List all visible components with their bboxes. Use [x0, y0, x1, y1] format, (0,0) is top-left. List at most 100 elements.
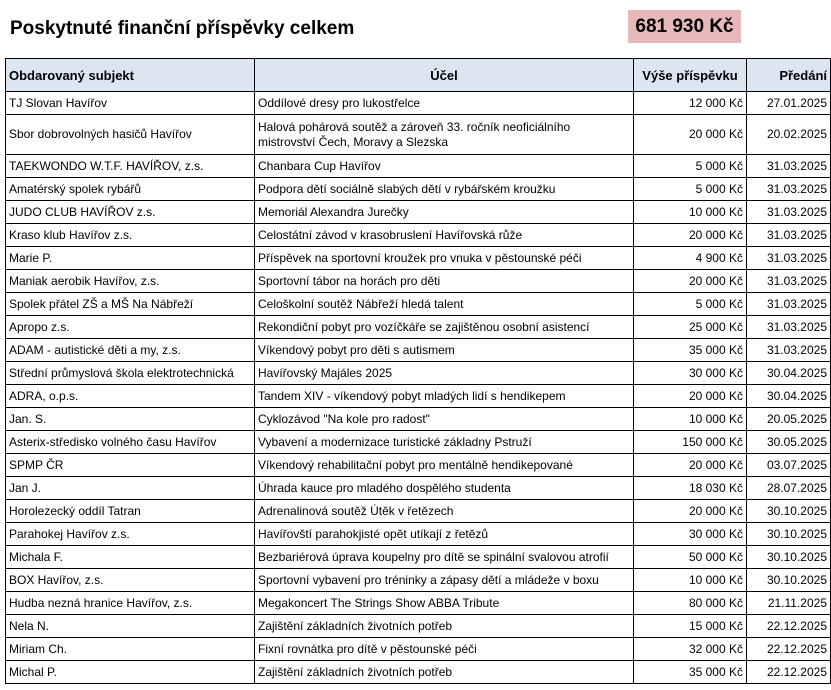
- header-recipient: Obdarovaný subjekt: [5, 58, 255, 92]
- recipient-cell: ADAM - autistické děti a my, z.s.: [5, 338, 255, 362]
- table-row: Amatérský spolek rybářů Podpora dětí soci…: [5, 177, 831, 201]
- date-cell: 20.05.2025: [746, 407, 831, 431]
- table-row: Jan J. Úhrada kauce pro mladého dospělého…: [5, 476, 831, 500]
- table-row: Spolek přátel ZŠ a MŠ Na Nábřeží Celoškol…: [5, 292, 831, 316]
- date-cell: 31.03.2025: [746, 154, 831, 178]
- recipient-cell: Sbor dobrovolných hasičů Havířov: [5, 114, 255, 155]
- amount-cell: 15 000 Kč: [633, 614, 747, 638]
- table-row: Parahokej Havířov z.s. Havířovští parahok…: [5, 522, 831, 546]
- purpose-cell: Tandem XIV - víkendový pobyt mladých lid…: [254, 384, 634, 408]
- purpose-cell: Oddílové dresy pro lukostřelce: [254, 91, 634, 115]
- table-row: Kraso klub Havířov z.s. Celostátní závod …: [5, 223, 831, 247]
- purpose-cell: Cyklozávod "Na kole pro radost": [254, 407, 634, 431]
- amount-cell: 30 000 Kč: [633, 361, 747, 385]
- table-row: Apropo z.s. Rekondiční pobyt pro vozíčkář…: [5, 315, 831, 339]
- recipient-cell: Kraso klub Havířov z.s.: [5, 223, 255, 247]
- table-row: Jan. S. Cyklozávod "Na kole pro radost" 10…: [5, 407, 831, 431]
- recipient-cell: Marie P.: [5, 246, 255, 270]
- table-row: ADAM - autistické děti a my, z.s. Víkendo…: [5, 338, 831, 362]
- purpose-cell: Memoriál Alexandra Jurečky: [254, 200, 634, 224]
- recipient-cell: ADRA, o.p.s.: [5, 384, 255, 408]
- date-cell: 31.03.2025: [746, 292, 831, 316]
- table-row: Asterix-středisko volného času Havířov Vy…: [5, 430, 831, 454]
- amount-cell: 4 900 Kč: [633, 246, 747, 270]
- purpose-cell: Podpora dětí sociálně slabých dětí v ryb…: [254, 177, 634, 201]
- amount-cell: 20 000 Kč: [633, 269, 747, 293]
- date-cell: 30.10.2025: [746, 499, 831, 523]
- date-cell: 22.12.2025: [746, 660, 831, 684]
- recipient-cell: SPMP ČR: [5, 453, 255, 477]
- amount-cell: 20 000 Kč: [633, 114, 747, 155]
- amount-cell: 25 000 Kč: [633, 315, 747, 339]
- purpose-cell: Celostátní závod v krasobruslení Havířov…: [254, 223, 634, 247]
- purpose-cell: Vybavení a modernizace turistické základ…: [254, 430, 634, 454]
- table-row: Sbor dobrovolných hasičů Havířov Halová p…: [5, 114, 831, 155]
- amount-cell: 20 000 Kč: [633, 453, 747, 477]
- amount-cell: 32 000 Kč: [633, 637, 747, 661]
- table-row: Horolezecký oddíl Tatran Adrenalinová sou…: [5, 499, 831, 523]
- table-row: Michal P. Zajištění základních životních …: [5, 660, 831, 684]
- table-row: ADRA, o.p.s. Tandem XIV - víkendový pobyt…: [5, 384, 831, 408]
- amount-cell: 20 000 Kč: [633, 384, 747, 408]
- recipient-cell: Horolezecký oddíl Tatran: [5, 499, 255, 523]
- purpose-cell: Havířovský Majáles 2025: [254, 361, 634, 385]
- date-cell: 31.03.2025: [746, 315, 831, 339]
- recipient-cell: Hudba nezná hranice Havířov, z.s.: [5, 591, 255, 615]
- amount-cell: 50 000 Kč: [633, 545, 747, 569]
- recipient-cell: Asterix-středisko volného času Havířov: [5, 430, 255, 454]
- amount-cell: 10 000 Kč: [633, 200, 747, 224]
- recipient-cell: Miriam Ch.: [5, 637, 255, 661]
- amount-cell: 80 000 Kč: [633, 591, 747, 615]
- purpose-cell: Sportovní tábor na horách pro děti: [254, 269, 634, 293]
- date-cell: 30.10.2025: [746, 568, 831, 592]
- purpose-cell: Fixní rovnátka pro dítě v pěstounské péč…: [254, 637, 634, 661]
- recipient-cell: Střední průmyslová škola elektrotechnick…: [5, 361, 255, 385]
- recipient-cell: TAEKWONDO W.T.F. HAVÍŘOV, z.s.: [5, 154, 255, 178]
- amount-cell: 10 000 Kč: [633, 568, 747, 592]
- table-row: TJ Slovan Havířov Oddílové dresy pro luko…: [5, 91, 831, 115]
- recipient-cell: Nela N.: [5, 614, 255, 638]
- date-cell: 21.11.2025: [746, 591, 831, 615]
- purpose-cell: Adrenalinová soutěž Útěk v řetězech: [254, 499, 634, 523]
- total-amount: 681 930 Kč: [628, 10, 741, 43]
- recipient-cell: Maniak aerobik Havířov, z.s.: [5, 269, 255, 293]
- date-cell: 31.03.2025: [746, 223, 831, 247]
- date-cell: 30.05.2025: [746, 430, 831, 454]
- table-row: Nela N. Zajištění základních životních po…: [5, 614, 831, 638]
- table-row: Maniak aerobik Havířov, z.s. Sportovní tá…: [5, 269, 831, 293]
- date-cell: 31.03.2025: [746, 246, 831, 270]
- header-date: Předání: [746, 58, 831, 92]
- table-row: Hudba nezná hranice Havířov, z.s. Megakon…: [5, 591, 831, 615]
- amount-cell: 35 000 Kč: [633, 660, 747, 684]
- recipient-cell: Jan. S.: [5, 407, 255, 431]
- recipient-cell: Michal P.: [5, 660, 255, 684]
- date-cell: 31.03.2025: [746, 338, 831, 362]
- table-row: Střední průmyslová škola elektrotechnick…: [5, 361, 831, 385]
- date-cell: 30.04.2025: [746, 361, 831, 385]
- table-row: Miriam Ch. Fixní rovnátka pro dítě v pěst…: [5, 637, 831, 661]
- recipient-cell: Apropo z.s.: [5, 315, 255, 339]
- date-cell: 30.10.2025: [746, 522, 831, 546]
- amount-cell: 20 000 Kč: [633, 499, 747, 523]
- purpose-cell: Víkendový rehabilitační pobyt pro mentál…: [254, 453, 634, 477]
- purpose-cell: Halová pohárová soutěž a zároveň 33. roč…: [254, 114, 634, 155]
- purpose-cell: Celoškolní soutěž Nábřeží hledá talent: [254, 292, 634, 316]
- date-cell: 31.03.2025: [746, 200, 831, 224]
- date-cell: 22.12.2025: [746, 614, 831, 638]
- amount-cell: 18 030 Kč: [633, 476, 747, 500]
- contributions-table: Obdarovaný subjekt Účel Výše příspěvku P…: [5, 58, 831, 684]
- table-row: JUDO CLUB HAVÍŘOV z.s. Memoriál Alexandra…: [5, 200, 831, 224]
- amount-cell: 30 000 Kč: [633, 522, 747, 546]
- amount-cell: 35 000 Kč: [633, 338, 747, 362]
- recipient-cell: TJ Slovan Havířov: [5, 91, 255, 115]
- purpose-cell: Havířovští parahokjisté opět utíkají z ř…: [254, 522, 634, 546]
- date-cell: 03.07.2025: [746, 453, 831, 477]
- amount-cell: 20 000 Kč: [633, 223, 747, 247]
- recipient-cell: JUDO CLUB HAVÍŘOV z.s.: [5, 200, 255, 224]
- amount-cell: 5 000 Kč: [633, 154, 747, 178]
- purpose-cell: Příspěvek na sportovní kroužek pro vnuka…: [254, 246, 634, 270]
- purpose-cell: Rekondiční pobyt pro vozíčkáře se zajišt…: [254, 315, 634, 339]
- recipient-cell: Michala F.: [5, 545, 255, 569]
- purpose-cell: Sportovní vybavení pro tréninky a zápasy…: [254, 568, 634, 592]
- amount-cell: 5 000 Kč: [633, 292, 747, 316]
